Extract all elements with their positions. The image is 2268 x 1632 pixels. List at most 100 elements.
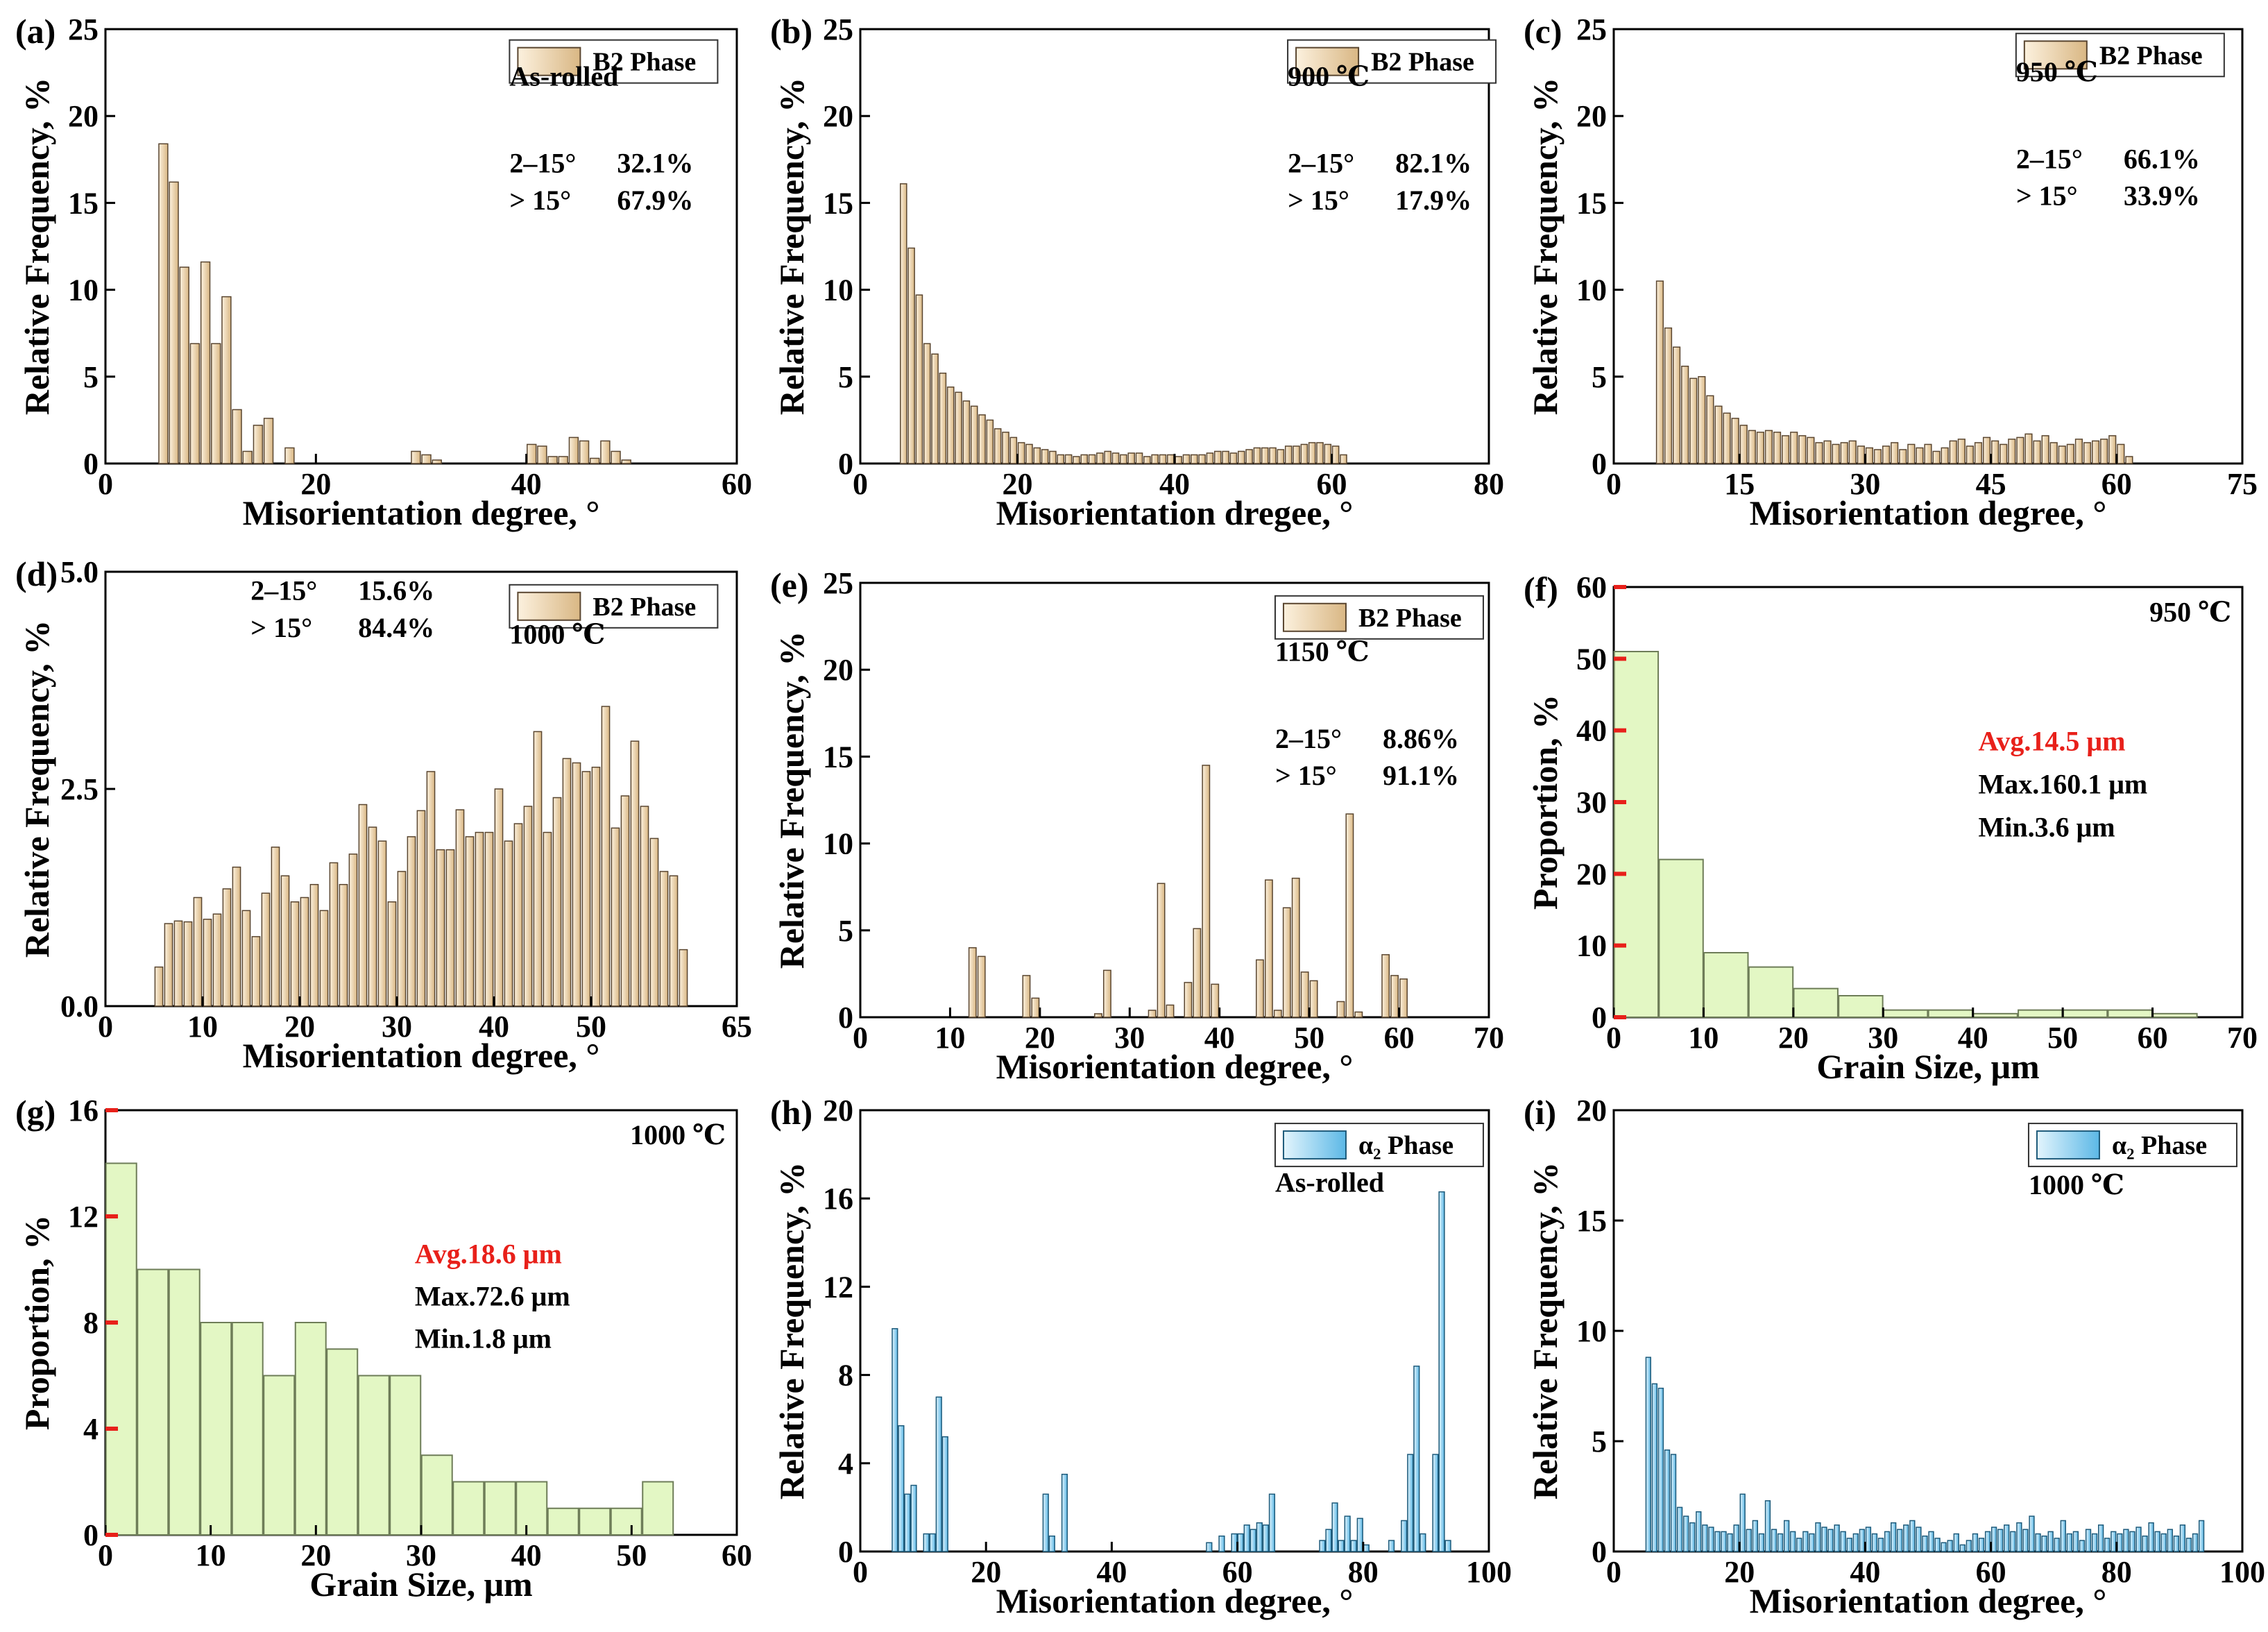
legend: B2 Phase — [509, 584, 719, 629]
low-angle-label: 2–15° — [1288, 148, 1354, 179]
bar — [900, 183, 907, 464]
y-tick-label: 20 — [823, 1094, 853, 1128]
bar — [1025, 443, 1033, 464]
bar — [579, 1507, 611, 1536]
panel-label: (c) — [1524, 12, 1562, 51]
bar — [2117, 443, 2125, 464]
plot-area — [859, 581, 1490, 1019]
bar — [1338, 1540, 1345, 1552]
y-tick-label: 5 — [1592, 360, 1607, 394]
bar-series — [892, 1191, 1451, 1552]
bar — [200, 1322, 232, 1536]
bar — [1758, 1533, 1765, 1552]
bar — [1997, 1529, 2004, 1552]
bar — [1407, 1454, 1414, 1552]
bar — [2029, 1515, 2035, 1552]
y-tick-label: 5 — [838, 914, 853, 948]
x-tick-label: 60 — [2101, 467, 2132, 501]
bar — [1048, 1535, 1055, 1552]
bar — [407, 836, 416, 1007]
bar — [1268, 1493, 1276, 1552]
legend-label: B2 Phase — [1358, 604, 1462, 633]
bar — [2152, 1012, 2198, 1019]
bar — [1796, 1538, 1802, 1552]
bar — [1184, 982, 1193, 1018]
panel-label: (e) — [770, 566, 809, 604]
x-axis-title: Misorientation degree, ° — [1750, 493, 2107, 532]
bar-series — [900, 183, 1347, 464]
bar — [1739, 425, 1748, 464]
x-tick-label: 0 — [853, 467, 868, 501]
bar — [1798, 435, 1807, 464]
bar — [1229, 452, 1238, 464]
bar — [923, 1533, 930, 1552]
bar — [1664, 1449, 1671, 1552]
x-tick-label: 50 — [1294, 1021, 1324, 1055]
bar — [523, 806, 533, 1007]
bar — [935, 1396, 942, 1552]
y-axis-title: Relative Frequency, % — [1526, 78, 1564, 416]
legend: α₂ Phase — [1274, 1123, 1484, 1168]
bar — [1444, 1540, 1451, 1552]
bar — [1166, 1004, 1175, 1018]
bar — [1827, 1529, 1834, 1552]
bar — [2135, 1527, 2142, 1552]
x-tick-label: 0 — [1606, 1555, 1621, 1589]
bar — [173, 920, 183, 1007]
bar — [1731, 418, 1739, 464]
condition-label: 950 ℃ — [2016, 56, 2098, 87]
legend-label: α₂ Phase — [1358, 1131, 1453, 1160]
y-tick-label: 0 — [838, 1535, 853, 1569]
x-tick-label: 80 — [2101, 1555, 2132, 1589]
bar — [1689, 377, 1698, 464]
bar — [1857, 445, 1865, 464]
bar — [1273, 1010, 1282, 1018]
x-tick-label: 70 — [2227, 1021, 2258, 1055]
y-tick-label: 12 — [823, 1270, 853, 1304]
bar — [1345, 813, 1354, 1018]
bar — [387, 901, 397, 1007]
bar — [494, 788, 504, 1007]
y-tick-label: 10 — [823, 827, 853, 861]
x-tick-label: 10 — [1688, 1021, 1719, 1055]
bar — [994, 428, 1002, 464]
bar — [1088, 454, 1096, 464]
bar — [241, 910, 251, 1007]
y-tick-label: 40 — [1576, 714, 1607, 748]
annotations: As-rolled — [1275, 1167, 1384, 1198]
y-tick-label: 4 — [838, 1447, 853, 1481]
bar — [411, 450, 421, 464]
bar — [200, 261, 211, 464]
bar — [290, 901, 300, 1007]
annotations: 900 ℃ 2–15° 82.1% > 15° 17.9% — [1288, 60, 1472, 215]
bar — [1990, 1527, 1997, 1552]
bar — [1148, 1010, 1157, 1018]
x-tick-label: 40 — [1159, 467, 1190, 501]
y-tick-label: 25 — [1576, 12, 1607, 46]
bar — [1771, 1529, 1777, 1552]
y-tick-label: 20 — [823, 99, 853, 133]
bar — [915, 294, 923, 464]
bar — [1748, 966, 1794, 1018]
legend: α₂ Phase — [2027, 1123, 2237, 1168]
y-tick-label: 2.5 — [60, 772, 99, 806]
x-tick-label: 30 — [1850, 467, 1880, 501]
x-tick-label: 60 — [1222, 1555, 1253, 1589]
bar — [1698, 376, 1706, 464]
legend-swatch — [1282, 602, 1347, 632]
bar — [1390, 975, 1399, 1018]
bar — [1094, 1013, 1102, 1018]
bar — [169, 181, 179, 464]
bar — [1815, 1522, 1821, 1552]
y-tick-label: 16 — [68, 1094, 99, 1128]
bar — [2085, 1529, 2092, 1552]
y-tick-label: 5 — [83, 360, 99, 394]
legend: B2 Phase — [1274, 595, 1484, 640]
bar — [1356, 1518, 1363, 1552]
y-tick-label: 60 — [1576, 570, 1607, 604]
bar — [1891, 442, 1899, 464]
bar — [1702, 1524, 1708, 1552]
bar — [1746, 1529, 1752, 1552]
